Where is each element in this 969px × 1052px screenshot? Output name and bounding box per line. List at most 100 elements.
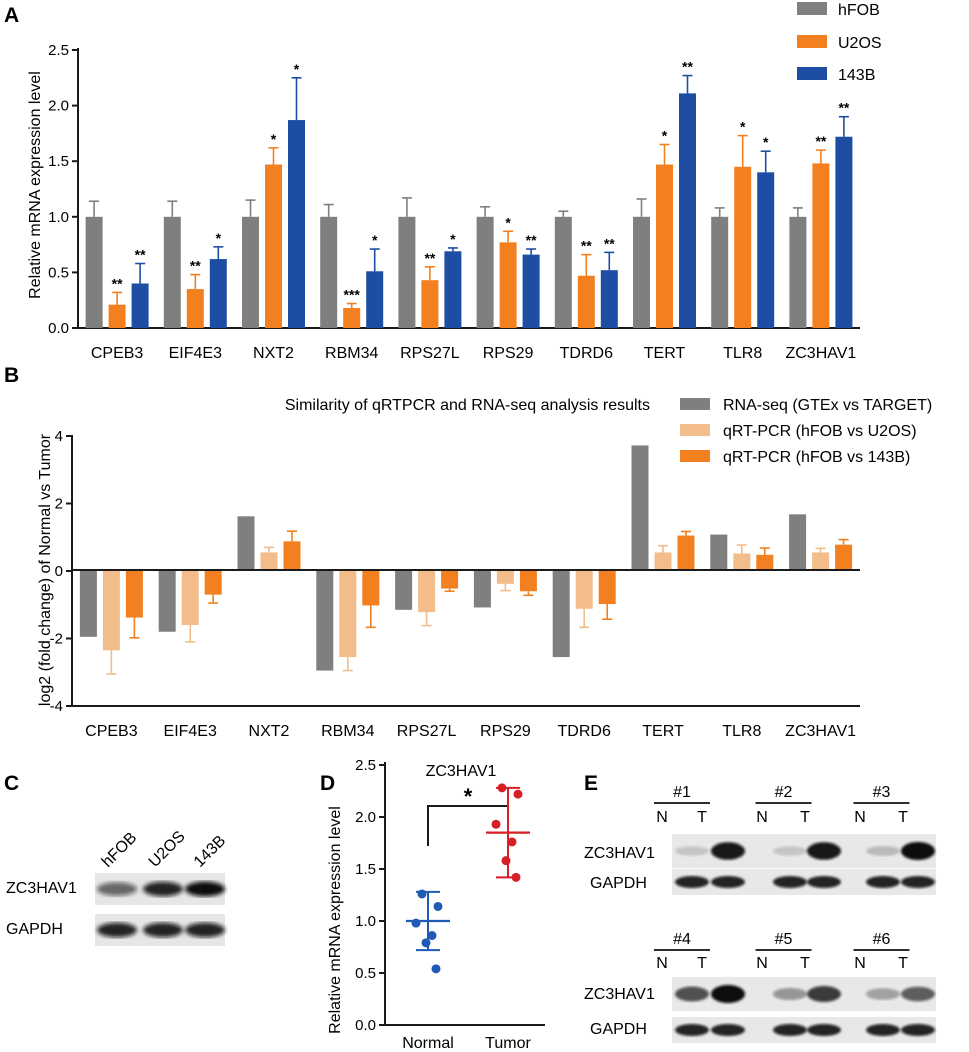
chart-d-y-axis: 0.0 0.5 1.0 1.5 2.0 2.5 [355,757,385,1034]
band-gapdh [866,1024,900,1036]
blot-c-col-u2os: U2OS [146,828,189,871]
bar-qrt-pcr-hfob-vs-143b-rps27l [441,571,459,589]
blot-e-group-label: #5 [775,931,793,948]
bar-hfob-eif4e3 [163,216,181,328]
chart-a-y-label: Relative mRNA expression level [27,71,44,299]
band-zc3hav1 [773,988,807,1000]
significance-label: * [450,231,456,247]
x-tick-label-zc3hav1: ZC3HAV1 [785,345,856,362]
panel-c: C hFOB U2OS 143B ZC3HAV1 GAPDH [4,772,229,946]
bar-rna-seq-gtex-vs-target-zc3hav1 [789,514,807,571]
band-zc3hav1-143b [185,881,225,897]
x-tick-label-cpeb3: CPEB3 [85,723,138,740]
band-zc3hav1 [807,986,841,1002]
significance-label: * [763,134,769,150]
bar-qrt-pcr-hfob-vs-143b-rbm34 [362,571,380,606]
legend-swatch-u2os [797,35,827,48]
x-tick-label-rbm34: RBM34 [325,345,378,362]
band-gapdh-143b [185,922,225,938]
bar-qrt-pcr-hfob-vs-u2os-rps27l [418,571,436,613]
bar-143b-rbm34 [366,271,384,328]
bar-hfob-cpeb3 [85,216,103,328]
band-zc3hav1-u2os [143,881,183,897]
bar-qrt-pcr-hfob-vs-u2os-eif4e3 [181,571,199,625]
blot-e-lane-label: T [697,809,707,826]
y-tick-label: 1.0 [48,209,69,226]
blot-c-bands [97,881,225,938]
legend-label-rnaseq: RNA-seq (GTEx vs TARGET) [723,397,932,414]
blot-e-group-label: #6 [873,931,891,948]
bar-hfob-zc3hav1 [789,216,807,328]
blot-e-lane-label: N [854,955,866,972]
y-tick-label: 0 [55,563,63,580]
bar-qrt-pcr-hfob-vs-143b-nxt2 [283,541,301,571]
y-tick-label: 2.0 [355,809,376,826]
legend-swatch-143b [797,67,827,80]
y-tick-label: 2 [55,496,63,513]
chart-b-bars [79,445,853,675]
bar-u2os-zc3hav1 [812,163,830,328]
band-zc3hav1-hfob [97,882,137,896]
blot-e-top-row-zc3hav1: ZC3HAV1 [584,845,655,862]
x-tick-label-rps29: RPS29 [483,345,534,362]
significance-label: * [372,232,378,248]
significance-label: * [662,128,668,144]
band-zc3hav1 [901,986,935,1002]
bar-143b-nxt2 [288,120,305,328]
x-tick-label-zc3hav1: ZC3HAV1 [785,723,856,740]
y-tick-label: 2.5 [48,42,69,59]
point-tumor [501,856,511,866]
bar-hfob-tlr8 [711,216,729,328]
chart-d-title: ZC3HAV1 [426,763,497,780]
blot-e-lane-label: N [756,809,768,826]
x-tick-label-tumor: Tumor [485,1035,531,1052]
blot-e-bands: #1 N T #2 N T #3 N T #4 N T #5 N T #6 N T [654,784,936,1043]
bar-143b-rps29 [522,254,540,328]
bar-qrt-pcr-hfob-vs-143b-cpeb3 [125,571,143,618]
bar-u2os-rbm34 [343,307,361,328]
significance-label: *** [344,287,361,303]
band-gapdh [901,1024,935,1036]
bar-u2os-tdrd6 [577,275,595,328]
band-gapdh [901,876,935,888]
bar-u2os-nxt2 [265,164,282,328]
legend-label-hfob: hFOB [838,2,880,19]
x-tick-label-normal: Normal [402,1035,454,1052]
legend-swatch-hfob [797,2,827,15]
chart-a-legend: hFOB U2OS 143B [797,2,882,84]
x-tick-label-tlr8: TLR8 [723,345,762,362]
point-tumor [491,819,501,829]
y-tick-label: 1.0 [355,913,376,930]
bar-143b-tdrd6 [600,270,618,328]
blot-e-lane-label: N [656,955,668,972]
band-gapdh-u2os [143,922,183,938]
bar-rna-seq-gtex-vs-target-rps27l [395,571,413,610]
legend-swatch-qrtpcr-u2os [680,424,710,436]
y-tick-label: 0.0 [355,1017,376,1034]
panel-label-a: A [4,4,19,27]
band-zc3hav1 [901,842,935,860]
x-tick-label-tert: TERT [644,345,686,362]
bar-qrt-pcr-hfob-vs-u2os-nxt2 [260,552,278,571]
blot-e-lane-label: T [898,955,908,972]
blot-e-lane-label: T [800,809,810,826]
bar-qrt-pcr-hfob-vs-143b-tlr8 [756,554,774,571]
y-tick-label: 0.0 [48,320,69,337]
band-gapdh [711,876,745,888]
significance-label: ** [112,275,123,291]
bar-hfob-tert [633,216,650,328]
chart-d-points [406,783,530,974]
significance-label: * [271,131,277,147]
significance-label: * [294,61,300,77]
bar-143b-zc3hav1 [835,136,853,328]
panel-d: D ZC3HAV1 Relative mRNA expression level… [320,757,545,1052]
panel-label-e: E [584,772,598,795]
bar-u2os-rps27l [421,280,439,328]
blot-e-lane-label: T [898,809,908,826]
chart-d-x-axis: Normal Tumor [402,1035,531,1052]
blot-c-col-143b: 143B [191,832,229,870]
bar-rna-seq-gtex-vs-target-eif4e3 [158,571,176,632]
bar-u2os-rps29 [499,242,517,328]
band-gapdh [773,1024,807,1036]
blot-c-row-gapdh: GAPDH [6,921,63,938]
